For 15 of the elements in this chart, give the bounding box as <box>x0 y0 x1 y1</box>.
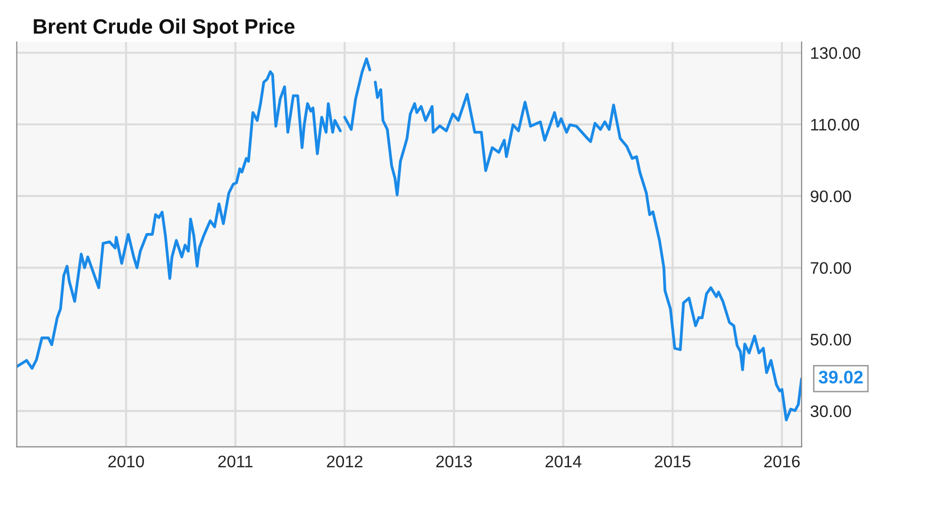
y-tick-label: 110.00 <box>811 118 860 131</box>
x-tick-label: 2015 <box>654 456 690 468</box>
x-tick-label: 2013 <box>436 456 472 468</box>
y-tick-label: 30.00 <box>810 405 851 418</box>
x-tick-label: 2010 <box>108 456 144 468</box>
y-tick-label: 70.00 <box>810 262 851 274</box>
y-tick-label: 50.00 <box>810 334 851 346</box>
x-tick-label: 2014 <box>546 456 582 468</box>
x-tick-label: 2016 <box>764 456 800 468</box>
annotation: 39.02 <box>818 370 863 384</box>
x-tick-label: 2012 <box>326 456 362 468</box>
x-tick-label: 2011 <box>218 456 252 468</box>
y-tick-label: 90.00 <box>810 190 851 202</box>
y-tick-label: 130.00 <box>811 47 860 59</box>
chart-title: Brent Crude Oil Spot Price <box>34 18 295 38</box>
